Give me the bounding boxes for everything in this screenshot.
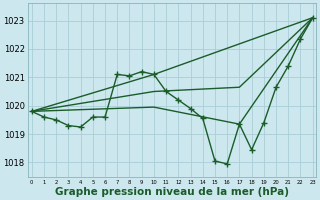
X-axis label: Graphe pression niveau de la mer (hPa): Graphe pression niveau de la mer (hPa) [55,187,289,197]
